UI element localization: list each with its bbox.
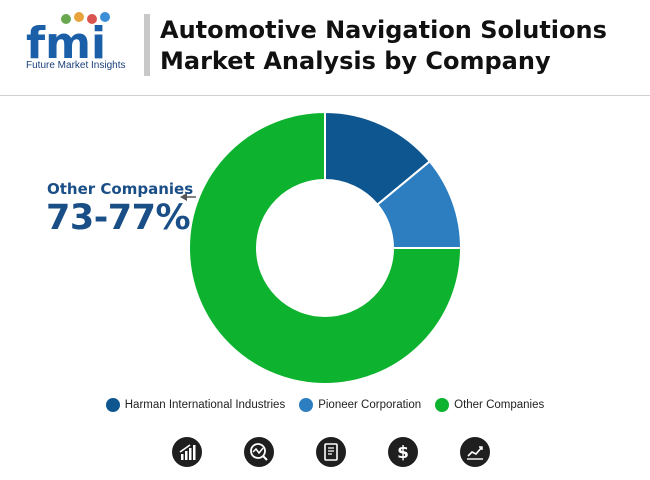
- svg-text:$: $: [397, 443, 409, 463]
- legend-label-pioneer: Pioneer Corporation: [318, 399, 422, 411]
- legend-label-harman: Harman International Industries: [124, 399, 286, 411]
- callout-value: 73-77%: [46, 198, 191, 238]
- header-divider: [144, 14, 150, 76]
- legend-item-harman: Harman International Industries: [105, 398, 286, 412]
- dollar-icon: $: [388, 437, 418, 467]
- legend-label-other: Other Companies: [454, 399, 545, 411]
- callout-arrow-head: [180, 193, 187, 201]
- section-divider: [0, 95, 650, 96]
- logo-letters: fmi: [26, 18, 106, 69]
- donut-slice-other: [188, 110, 463, 385]
- fmi-logo: fmi: [26, 12, 110, 69]
- chart-legend: Harman International Industries Pioneer …: [0, 398, 650, 412]
- logo-icons: [61, 12, 110, 24]
- trend-icon: [460, 437, 490, 467]
- legend-item-other: Other Companies: [435, 398, 544, 412]
- legend-swatch-pioneer: [299, 398, 314, 412]
- analytics-icon: [244, 437, 274, 467]
- report-icon: [316, 437, 346, 467]
- footer-icon-row: $: [0, 437, 650, 469]
- header: fmi Future Market Insights Automotive Na…: [0, 0, 650, 96]
- bar-chart-icon: [172, 437, 202, 467]
- callout-label: Other Companies: [47, 180, 194, 198]
- page-title: Automotive Navigation Solutions Market A…: [160, 16, 607, 75]
- legend-swatch-other: [435, 398, 450, 412]
- legend-item-pioneer: Pioneer Corporation: [299, 398, 421, 412]
- legend-swatch-harman: [105, 398, 120, 412]
- brand-name: Future Market Insights: [26, 60, 126, 71]
